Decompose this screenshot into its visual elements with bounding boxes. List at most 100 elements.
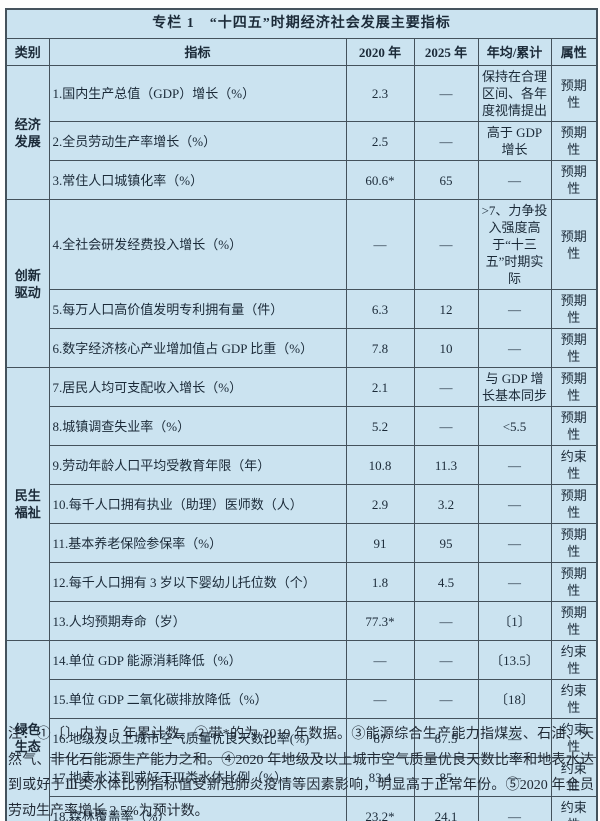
attribute-cell: 约束性	[550, 718, 598, 758]
table-title-row: 专栏 1 “十四五”时期经济社会发展主要指标	[5, 8, 598, 39]
attribute-cell: 预期性	[550, 65, 598, 122]
table-row: 12.每千人口拥有 3 岁以下婴幼儿托位数（个） 1.8 4.5— 预期性	[6, 562, 598, 602]
attribute-cell: 预期性	[550, 562, 598, 602]
value-2025-cell: 10	[413, 328, 479, 368]
value-2020-cell: 2.9	[345, 484, 415, 524]
col-header-annual: 年均/累计	[477, 38, 552, 66]
table-row: 创新 驱动 4.全社会研发经费投入增长（%） — — >7、力争投入强度高于“十三五”时…	[5, 199, 598, 368]
annual-cumulative-cell: —	[477, 484, 552, 524]
value-2025-cell: 11.3	[413, 445, 479, 485]
value-2025-cell: —	[413, 640, 479, 680]
annual-cumulative-cell: 〔18〕	[477, 679, 552, 719]
indicator-cell: 14.单位 GDP 能源消耗降低（%）	[48, 640, 347, 680]
value-2020-cell: 2.3	[345, 65, 415, 122]
value-2020-cell: 60.6*	[345, 160, 415, 200]
annual-cumulative-cell: —	[477, 757, 552, 797]
attribute-cell: 预期性	[550, 160, 598, 200]
attribute-cell: 预期性	[550, 406, 598, 446]
indicator-cell: 18.森林覆盖率（%）	[48, 796, 347, 821]
annual-cumulative-cell: —	[477, 523, 552, 563]
table-row: 11.基本养老保险参保率（%） 91 95— 预期性	[6, 523, 598, 563]
value-2020-cell: 2.1	[345, 367, 415, 407]
indicator-cell: 15.单位 GDP 二氧化碳排放降低（%）	[48, 679, 347, 719]
attribute-cell: 预期性	[550, 121, 598, 161]
col-header-attribute: 属性	[550, 38, 598, 66]
indicator-cell: 5.每万人口高价值发明专利拥有量（件）	[48, 289, 347, 329]
indicator-cell: 1.国内生产总值（GDP）增长（%）	[48, 65, 347, 122]
table-row: 16.地级及以上城市空气质量优良天数比率(%) 87 87.5— 约束性	[6, 718, 598, 758]
indicator-cell: 4.全社会研发经费投入增长（%）	[48, 199, 347, 290]
value-2025-cell: 12	[413, 289, 479, 329]
annual-cumulative-cell: —	[477, 562, 552, 602]
table-row: 2.全员劳动生产率增长（%） 2.5— 高于 GDP 增长 预期性	[6, 121, 598, 161]
attribute-cell: 约束性	[550, 679, 598, 719]
table-row: 民生 福祉 7.居民人均可支配收入增长（%） 2.1— 与 GDP 增长基本同步 预期性	[5, 367, 598, 641]
annual-cumulative-cell: —	[477, 796, 552, 821]
value-2020-cell: 5.2	[345, 406, 415, 446]
annual-cumulative-cell: —	[477, 445, 552, 485]
category-cell: 经济 发展	[5, 65, 50, 200]
annual-cumulative-cell: —	[477, 289, 552, 329]
value-2025-cell: 85	[413, 757, 479, 797]
annual-cumulative-cell: —	[477, 160, 552, 200]
value-2020-cell: 6.3	[345, 289, 415, 329]
indicator-cell: 8.城镇调查失业率（%）	[48, 406, 347, 446]
table-row: 经济 发展 1.国内生产总值（GDP）增长（%） 2.3— 保持在合理区间、各年度视情…	[5, 65, 598, 200]
table-row: 13.人均预期寿命（岁） 77.3* — 〔1〕 预期性	[6, 601, 598, 641]
table-row: 3.常住人口城镇化率（%） 60.6* 65— 预期性	[6, 160, 598, 200]
value-2025-cell: —	[413, 367, 479, 407]
indicator-cell: 2.全员劳动生产率增长（%）	[48, 121, 347, 161]
value-2025-cell: —	[413, 679, 479, 719]
value-2020-cell: —	[345, 679, 415, 719]
col-header-indicator: 指标	[48, 38, 347, 66]
table-row: 18.森林覆盖率（%）23.2*24.1—约束性	[6, 796, 598, 821]
attribute-cell: 预期性	[550, 523, 598, 563]
attribute-cell: 预期性	[550, 199, 598, 290]
indicator-cell: 16.地级及以上城市空气质量优良天数比率(%)	[48, 718, 347, 758]
category-cell: 创新 驱动	[5, 199, 50, 368]
value-2020-cell: 10.8	[345, 445, 415, 485]
footnote: 注：①〔〕内为 5 年累计数。②带*的为 2019 年数据。③能源综合生产能力指…	[8, 727, 594, 819]
attribute-cell: 约束性	[550, 796, 598, 821]
table-header-row: 类别 指标 2020 年 2025 年 年均/累计 属性	[5, 38, 598, 66]
value-2020-cell: 2.5	[345, 121, 415, 161]
value-2020-cell: —	[345, 640, 415, 680]
indicator-cell: 10.每千人口拥有执业（助理）医师数（人）	[48, 484, 347, 524]
indicator-cell: 9.劳动年龄人口平均受教育年限（年）	[48, 445, 347, 485]
value-2020-cell: 77.3*	[345, 601, 415, 641]
annual-cumulative-cell: 〔1〕	[477, 601, 552, 641]
table-row: 6.数字经济核心产业增加值占 GDP 比重（%） 7.8 10— 预期性	[6, 328, 598, 368]
value-2020-cell: 7.8	[345, 328, 415, 368]
value-2025-cell: 95	[413, 523, 479, 563]
indicator-table: 专栏 1 “十四五”时期经济社会发展主要指标 类别 指标 2020 年 2025…	[5, 8, 599, 821]
annual-cumulative-cell: 高于 GDP 增长	[477, 121, 552, 161]
value-2025-cell: —	[413, 121, 479, 161]
table-row: 15.单位 GDP 二氧化碳排放降低（%） — — 〔18〕 约束性	[6, 679, 598, 719]
attribute-cell: 预期性	[550, 484, 598, 524]
indicator-cell: 12.每千人口拥有 3 岁以下婴幼儿托位数（个）	[48, 562, 347, 602]
annual-cumulative-cell: <5.5	[477, 406, 552, 446]
value-2025-cell: 65	[413, 160, 479, 200]
value-2025-cell: —	[413, 199, 479, 290]
table-row: 9.劳动年龄人口平均受教育年限（年） 10.8 11.3— 约束性	[6, 445, 598, 485]
value-2025-cell: —	[413, 406, 479, 446]
attribute-cell: 预期性	[550, 601, 598, 641]
table-row: 5.每万人口高价值发明专利拥有量（件） 6.3 12— 预期性	[6, 289, 598, 329]
table-row: 绿色 生态 14.单位 GDP 能源消耗降低（%） — — 〔13.5〕 约束性	[5, 640, 598, 821]
indicator-cell: 11.基本养老保险参保率（%）	[48, 523, 347, 563]
value-2020-cell: 1.8	[345, 562, 415, 602]
indicator-cell: 6.数字经济核心产业增加值占 GDP 比重（%）	[48, 328, 347, 368]
value-2025-cell: 4.5	[413, 562, 479, 602]
value-2020-cell: —	[345, 199, 415, 290]
value-2020-cell: 91	[345, 523, 415, 563]
indicator-cell: 7.居民人均可支配收入增长（%）	[48, 367, 347, 407]
indicator-cell: 17.地表水达到或好于Ⅲ类水体比例（%）	[48, 757, 347, 797]
table-row: 8.城镇调查失业率（%） 5.2— <5.5 预期性	[6, 406, 598, 446]
value-2025-cell: —	[413, 601, 479, 641]
value-2025-cell: 3.2	[413, 484, 479, 524]
attribute-cell: 预期性	[550, 367, 598, 407]
table-title: 专栏 1 “十四五”时期经济社会发展主要指标	[5, 8, 598, 39]
annual-cumulative-cell: —	[477, 328, 552, 368]
attribute-cell: 约束性	[550, 640, 598, 680]
